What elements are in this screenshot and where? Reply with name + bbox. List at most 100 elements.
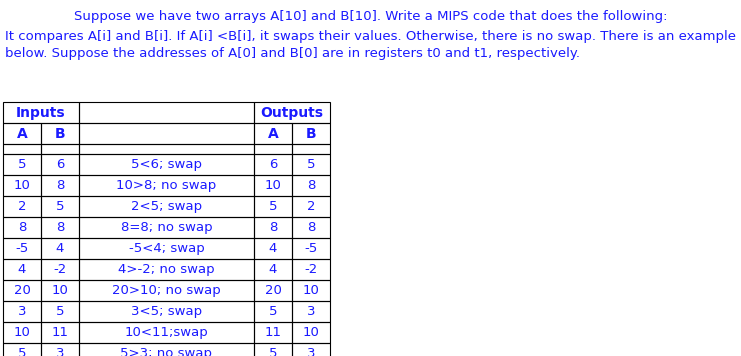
Bar xyxy=(254,322,292,343)
Bar xyxy=(41,144,79,154)
Text: 3: 3 xyxy=(18,305,26,318)
Bar xyxy=(3,238,41,259)
Text: 20>10; no swap: 20>10; no swap xyxy=(112,284,221,297)
Text: 8: 8 xyxy=(18,221,26,234)
Text: 8: 8 xyxy=(269,221,277,234)
Bar xyxy=(254,343,292,356)
Bar xyxy=(292,154,330,175)
Text: 10>8; no swap: 10>8; no swap xyxy=(116,179,216,192)
Text: -2: -2 xyxy=(53,263,67,276)
Text: 4: 4 xyxy=(56,242,64,255)
Bar xyxy=(254,123,292,144)
Text: 11: 11 xyxy=(52,326,68,339)
Bar xyxy=(41,280,79,301)
Bar xyxy=(292,343,330,356)
Text: 5: 5 xyxy=(56,305,64,318)
Text: 2<5; swap: 2<5; swap xyxy=(131,200,202,213)
Bar xyxy=(254,238,292,259)
Bar xyxy=(292,175,330,196)
Text: 5: 5 xyxy=(18,158,26,171)
Bar xyxy=(254,175,292,196)
Text: 2: 2 xyxy=(18,200,26,213)
Text: 5<6; swap: 5<6; swap xyxy=(131,158,202,171)
Bar xyxy=(3,144,41,154)
Bar xyxy=(41,217,79,238)
Bar xyxy=(3,196,41,217)
Text: 11: 11 xyxy=(265,326,282,339)
Text: 8: 8 xyxy=(307,221,315,234)
Text: 10: 10 xyxy=(52,284,68,297)
Text: Inputs: Inputs xyxy=(16,105,66,120)
Text: 10<11;swap: 10<11;swap xyxy=(124,326,208,339)
Bar xyxy=(254,259,292,280)
Text: 3: 3 xyxy=(56,347,64,356)
Text: B: B xyxy=(55,126,65,141)
Text: 20: 20 xyxy=(265,284,282,297)
Bar xyxy=(79,301,254,322)
Text: 4>-2; no swap: 4>-2; no swap xyxy=(118,263,215,276)
Text: 5: 5 xyxy=(18,347,26,356)
Text: B: B xyxy=(306,126,316,141)
Bar xyxy=(292,280,330,301)
Text: -5<4; swap: -5<4; swap xyxy=(129,242,205,255)
Bar xyxy=(41,196,79,217)
Bar xyxy=(41,259,79,280)
Text: 5>3; no swap: 5>3; no swap xyxy=(121,347,213,356)
Text: -5: -5 xyxy=(16,242,29,255)
Bar xyxy=(79,175,254,196)
Bar xyxy=(79,144,254,154)
Bar xyxy=(3,102,79,123)
Bar xyxy=(41,322,79,343)
Bar xyxy=(254,217,292,238)
Text: 4: 4 xyxy=(269,263,277,276)
Text: 5: 5 xyxy=(307,158,315,171)
Text: 5: 5 xyxy=(269,200,277,213)
Bar xyxy=(254,301,292,322)
Text: 10: 10 xyxy=(13,326,30,339)
Text: -5: -5 xyxy=(305,242,318,255)
Bar xyxy=(3,154,41,175)
Bar xyxy=(292,322,330,343)
Text: 5: 5 xyxy=(269,347,277,356)
Bar xyxy=(41,175,79,196)
Text: 10: 10 xyxy=(302,326,319,339)
Bar xyxy=(292,259,330,280)
Bar xyxy=(292,301,330,322)
Bar xyxy=(254,280,292,301)
Bar xyxy=(79,123,254,144)
Bar xyxy=(3,259,41,280)
Bar xyxy=(79,196,254,217)
Text: A: A xyxy=(16,126,27,141)
Bar xyxy=(3,322,41,343)
Text: 4: 4 xyxy=(269,242,277,255)
Bar xyxy=(41,343,79,356)
Text: It compares A[i] and B[i]. If A[i] <B[i], it swaps their values. Otherwise, ther: It compares A[i] and B[i]. If A[i] <B[i]… xyxy=(5,30,736,43)
Bar xyxy=(254,102,330,123)
Bar xyxy=(292,196,330,217)
Text: Outputs: Outputs xyxy=(261,105,324,120)
Bar xyxy=(292,144,330,154)
Text: 4: 4 xyxy=(18,263,26,276)
Text: 6: 6 xyxy=(56,158,64,171)
Text: 2: 2 xyxy=(307,200,315,213)
Text: 5: 5 xyxy=(269,305,277,318)
Text: 8=8; no swap: 8=8; no swap xyxy=(121,221,213,234)
Text: Suppose we have two arrays A[10] and B[10]. Write a MIPS code that does the foll: Suppose we have two arrays A[10] and B[1… xyxy=(74,10,667,23)
Text: 5: 5 xyxy=(56,200,64,213)
Text: 6: 6 xyxy=(269,158,277,171)
Text: 8: 8 xyxy=(56,179,64,192)
Text: 3: 3 xyxy=(307,347,315,356)
Bar xyxy=(41,154,79,175)
Bar xyxy=(41,301,79,322)
Text: below. Suppose the addresses of A[0] and B[0] are in registers t0 and t1, respec: below. Suppose the addresses of A[0] and… xyxy=(5,47,580,60)
Bar xyxy=(254,154,292,175)
Text: 3: 3 xyxy=(307,305,315,318)
Text: 20: 20 xyxy=(13,284,30,297)
Text: A: A xyxy=(268,126,279,141)
Bar xyxy=(254,144,292,154)
Bar xyxy=(41,123,79,144)
Text: 3<5; swap: 3<5; swap xyxy=(131,305,202,318)
Bar xyxy=(3,123,41,144)
Bar xyxy=(41,238,79,259)
Bar xyxy=(79,217,254,238)
